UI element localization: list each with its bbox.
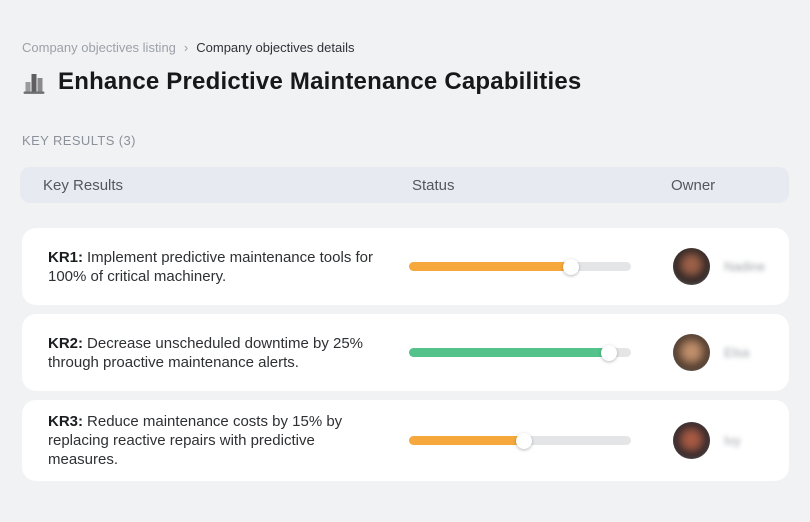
column-header-key-results: Key Results xyxy=(43,176,124,194)
avatar-photo-blurred xyxy=(673,248,710,285)
owner-name: Nadine xyxy=(724,259,766,274)
owner-avatar xyxy=(673,248,710,285)
breadcrumb: Company objectives listing › Company obj… xyxy=(22,40,355,55)
table-row[interactable]: KR1: Implement predictive maintenance too… xyxy=(22,228,789,305)
avatar-photo-blurred xyxy=(673,334,710,371)
progress-fill xyxy=(409,262,572,271)
buildings-chart-icon xyxy=(23,74,45,94)
progress-knob[interactable] xyxy=(516,432,533,449)
progress-knob[interactable] xyxy=(563,258,580,275)
key-result-text: KR1: Implement predictive maintenance too… xyxy=(48,248,377,286)
owner-name: Elsa xyxy=(724,345,750,360)
objective-title-row: Enhance Predictive Maintenance Capabilit… xyxy=(22,68,581,96)
column-header-owner: Owner xyxy=(671,176,716,194)
table-header: Key Results Status Owner xyxy=(20,167,789,203)
progress-slider[interactable] xyxy=(409,432,631,449)
key-result-label: KR2: xyxy=(48,334,84,352)
breadcrumb-current-details: Company objectives details xyxy=(196,40,355,55)
progress-slider[interactable] xyxy=(409,258,631,275)
owner-avatar xyxy=(673,334,710,371)
key-results-section-label: KEY RESULTS (3) xyxy=(22,133,136,148)
page-title: Enhance Predictive Maintenance Capabilit… xyxy=(58,68,582,95)
progress-knob[interactable] xyxy=(600,344,617,361)
table-row[interactable]: KR3: Reduce maintenance costs by 15% by r… xyxy=(22,400,789,481)
table-row[interactable]: KR2: Decrease unscheduled downtime by 25%… xyxy=(22,314,789,391)
key-result-label: KR3: xyxy=(48,413,84,430)
column-header-status: Status xyxy=(412,176,455,194)
progress-fill xyxy=(409,348,609,357)
key-result-description: Reduce maintenance costs by 15% by repla… xyxy=(48,413,343,468)
key-results-table: Key Results Status Owner KR1: Implement p… xyxy=(0,167,810,481)
chevron-right-icon: › xyxy=(183,40,189,55)
owner-avatar xyxy=(673,422,710,459)
owner-name: Ivy xyxy=(724,433,741,448)
breadcrumb-link-listing[interactable]: Company objectives listing xyxy=(22,40,176,55)
key-result-description: Implement predictive maintenance tools f… xyxy=(48,248,373,285)
key-result-label: KR1: xyxy=(48,248,84,266)
avatar-photo-blurred xyxy=(673,422,710,459)
key-result-text: KR2: Decrease unscheduled downtime by 25%… xyxy=(48,334,377,372)
key-result-text: KR3: Reduce maintenance costs by 15% by r… xyxy=(48,412,377,469)
key-result-description: Decrease unscheduled downtime by 25% thr… xyxy=(48,334,364,371)
table-body: KR1: Implement predictive maintenance too… xyxy=(22,228,789,481)
progress-fill xyxy=(409,436,525,445)
progress-slider[interactable] xyxy=(409,344,631,361)
